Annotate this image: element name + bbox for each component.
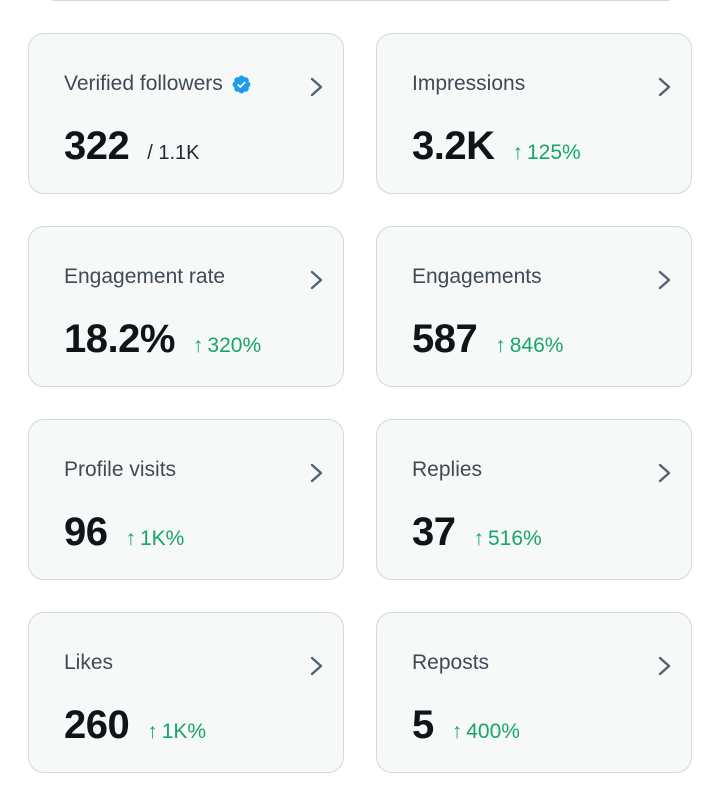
metric-value: 322 [64,124,130,168]
metric-change-value: 516% [488,527,542,550]
metrics-grid: Verified followers 322 / 1.1K Impression… [28,33,692,773]
metric-card-verified-followers[interactable]: Verified followers 322 / 1.1K [28,33,344,194]
metric-change: ↑ 400% [452,720,520,744]
chevron-right-icon [658,77,671,97]
metric-value-row: 587 ↑ 846% [412,317,563,362]
metric-label: Replies [412,458,482,482]
metric-label-text: Likes [64,651,114,674]
metric-value-row: 18.2% ↑ 320% [64,317,261,362]
metric-label-text: Impressions [412,72,526,95]
metric-label: Verified followers [64,72,252,96]
metric-card-likes[interactable]: Likes 260 ↑ 1K% [28,612,344,773]
top-divider [48,0,674,1]
metric-change: ↑ 516% [474,527,542,551]
metric-label: Impressions [412,72,525,96]
chevron-right-icon [310,463,323,483]
metric-card-profile-visits[interactable]: Profile visits 96 ↑ 1K% [28,419,344,580]
chevron-right-icon [310,270,323,290]
metric-card-engagements[interactable]: Engagements 587 ↑ 846% [376,226,692,387]
metric-value-row: 3.2K ↑ 125% [412,124,581,169]
metric-value: 260 [64,703,130,747]
metric-label: Engagements [412,265,542,289]
metric-change: ↑ 320% [193,334,261,358]
metric-change: ↑ 1K% [126,527,185,551]
chevron-right-icon [658,463,671,483]
metric-card-impressions[interactable]: Impressions 3.2K ↑ 125% [376,33,692,194]
arrow-up-icon: ↑ [147,720,158,743]
metric-label: Profile visits [64,458,176,482]
metric-value-row: 5 ↑ 400% [412,703,520,748]
metric-label: Engagement rate [64,265,225,289]
arrow-up-icon: ↑ [192,334,204,357]
verified-badge-icon [232,75,251,93]
arrow-up-icon: ↑ [451,720,463,743]
metric-value: 3.2K [412,124,495,168]
metric-card-engagement-rate[interactable]: Engagement rate 18.2% ↑ 320% [28,226,344,387]
metric-value-row: 322 / 1.1K [64,124,200,169]
metric-card-reposts[interactable]: Reposts 5 ↑ 400% [376,612,692,773]
metric-card-replies[interactable]: Replies 37 ↑ 516% [376,419,692,580]
metric-value-row: 260 ↑ 1K% [64,703,206,748]
metric-value: 18.2% [64,317,175,361]
metric-change-value: 320% [207,334,262,357]
arrow-up-icon: ↑ [473,527,485,550]
metric-value-row: 96 ↑ 1K% [64,510,184,555]
metric-label-text: Reposts [412,651,490,674]
chevron-right-icon [658,656,671,676]
metric-value-row: 37 ↑ 516% [412,510,542,555]
metric-label: Likes [64,651,113,675]
metric-change-value: 125% [527,141,581,164]
metric-label-text: Engagement rate [64,265,226,288]
arrow-up-icon: ↑ [512,141,524,164]
metric-label-text: Replies [412,458,483,481]
metric-change: ↑ 125% [513,141,581,165]
chevron-right-icon [310,656,323,676]
metric-value: 96 [64,510,108,554]
metric-change-value: 1K% [140,527,185,550]
metric-change-value: 846% [509,334,564,357]
metric-change-value: 400% [466,720,520,743]
metric-label-text: Engagements [412,265,542,288]
metric-value: 37 [412,510,456,554]
arrow-up-icon: ↑ [125,527,137,550]
metric-label-text: Verified followers [64,72,223,95]
metric-value: 5 [412,703,434,747]
metric-label: Reposts [412,651,489,675]
metric-change: ↑ 1K% [147,720,206,744]
metric-label-text: Profile visits [64,458,177,481]
metric-change: ↑ 846% [495,334,563,358]
metric-change-value: 1K% [161,720,207,743]
chevron-right-icon [310,77,323,97]
arrow-up-icon: ↑ [495,334,506,357]
metric-value: 587 [412,317,478,361]
chevron-right-icon [658,270,671,290]
metric-total: / 1.1K [147,142,200,164]
